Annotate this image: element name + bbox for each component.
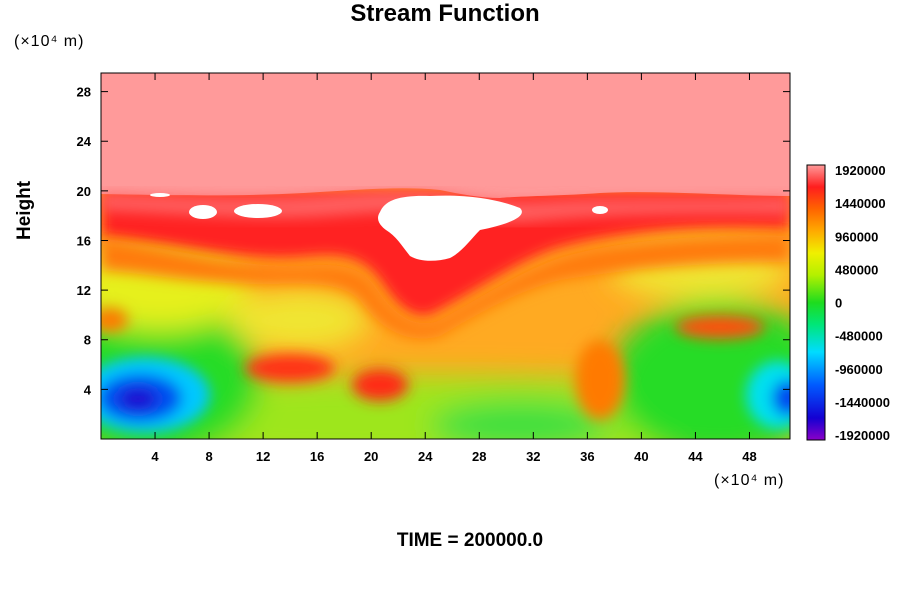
x-ticks: 4 8 12 16 20 24 28 32 36 40 44 48 [151,73,757,464]
x-tick-label: 36 [580,449,594,464]
field-center-green [430,400,610,439]
y-tick-label: 16 [77,233,91,248]
field-white-spot-a [189,205,217,219]
x-tick-label: 28 [472,449,486,464]
field-redspot-b [352,369,408,401]
field-leftedge-orange [101,308,128,332]
x-tick-label: 44 [688,449,703,464]
field-orange-d [575,340,625,420]
colorbar [806,164,826,441]
y-tick-label: 12 [77,283,91,298]
x-axis-units: (×10⁴ m) [714,472,785,489]
y-tick-label: 24 [77,134,92,149]
colorbar-tick-label: -1920000 [835,428,890,443]
plot-frame [100,72,791,440]
x-tick-label: 4 [151,449,159,464]
y-ticks: 4 8 12 16 20 24 28 [77,85,790,397]
field-orange-fringe [101,235,790,339]
colorbar-tick-label: 0 [835,296,842,311]
colorbar-tick-label: -480000 [835,329,883,344]
colorbar-tick-label: 960000 [835,229,878,244]
field-white-spot-d [592,206,608,214]
chart-title: Stream Function [350,0,540,27]
field-upper-pink [101,73,790,198]
field-white-region [378,195,522,261]
x-tick-label: 40 [634,449,648,464]
heatmap-field [101,73,790,439]
y-tick-label: 28 [77,85,91,100]
x-tick-label: 32 [526,449,540,464]
x-tick-label: 16 [310,449,324,464]
field-right-blue [772,380,790,416]
y-tick-label: 4 [84,382,92,397]
field-white-spot-c [150,193,170,197]
x-tick-label: 8 [205,449,212,464]
colorbar-ticks: 1920000 1440000 960000 480000 0 -480000 -96000… [835,163,890,443]
y-tick-label: 20 [77,184,91,199]
x-tick-label: 24 [418,449,433,464]
y-tick-label: 8 [84,333,91,348]
field-mid-yellow [230,290,370,350]
y-axis-units: (×10⁴ m) [14,33,85,50]
x-tick-label: 20 [364,449,378,464]
x-tick-label: 12 [256,449,270,464]
colorbar-tick-label: 1440000 [835,196,886,211]
time-label: TIME = 200000.0 [396,530,544,551]
colorbar-tick-label: -960000 [835,362,883,377]
colorbar-tick-label: -1440000 [835,395,890,410]
field-redspot-a [245,354,335,382]
field-left-deepblue [118,388,158,410]
field-white-spot-b [234,204,282,218]
colorbar-tick-label: 480000 [835,262,878,277]
colorbar-tick-label: 1920000 [835,163,886,178]
field-redspot-c [675,315,765,339]
x-tick-label: 48 [742,449,756,464]
